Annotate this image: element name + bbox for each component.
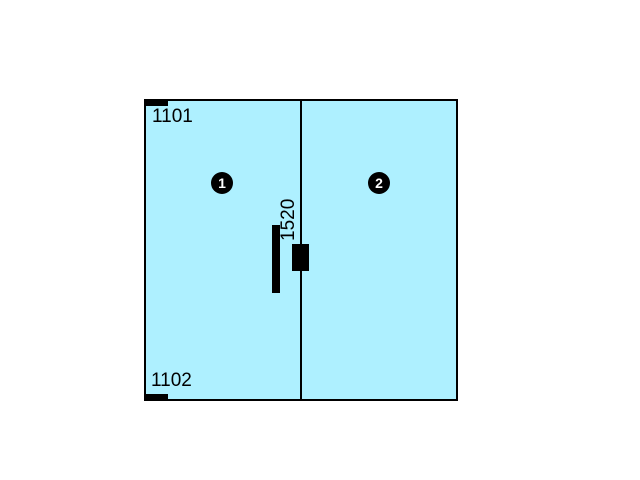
- hinge-top-icon: [144, 99, 168, 106]
- door-panel-right: [300, 99, 458, 401]
- lock-block-icon: [292, 244, 309, 271]
- handle-bar-icon: [272, 225, 280, 293]
- label-top-left: 1101: [152, 106, 193, 127]
- panel-number-badge-1: 1: [211, 172, 233, 194]
- panel-number-badge-2: 2: [368, 172, 390, 194]
- hinge-bottom-icon: [144, 394, 168, 401]
- label-bottom-left: 1102: [151, 370, 192, 391]
- label-center-vertical: 1520: [278, 198, 299, 241]
